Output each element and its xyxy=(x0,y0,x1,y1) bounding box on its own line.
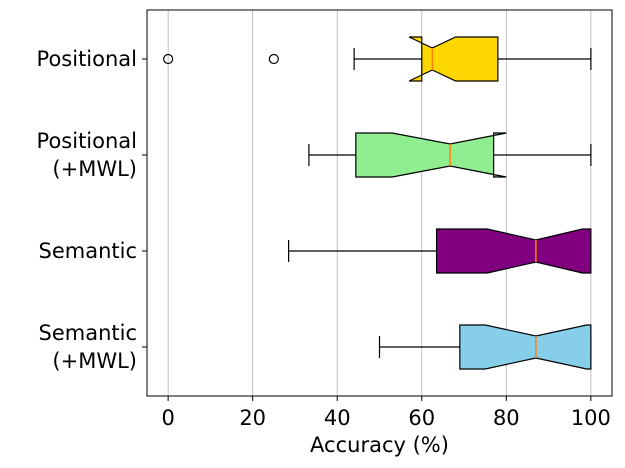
outlier-point xyxy=(268,53,279,65)
y-tick-label: (+MWL) xyxy=(52,157,137,181)
x-tick-label: 20 xyxy=(239,406,266,430)
box-body xyxy=(355,132,507,178)
y-tick-label: Semantic xyxy=(39,321,138,345)
x-tick-label: 40 xyxy=(324,406,351,430)
y-axis-ticks: Positional Positional (+MWL) Semantic Semant… xyxy=(37,47,147,373)
x-tick-label: 100 xyxy=(571,406,611,430)
box-series xyxy=(308,132,592,178)
box-series xyxy=(378,324,592,370)
x-tick-label: 80 xyxy=(493,406,520,430)
box-series xyxy=(288,228,592,274)
box-body xyxy=(459,324,592,370)
x-axis-label: Accuracy (%) xyxy=(310,433,449,457)
x-tick-label: 60 xyxy=(408,406,435,430)
outlier-point xyxy=(163,53,174,65)
y-tick-label: (+MWL) xyxy=(52,349,137,373)
x-axis-ticks: 0 20 40 60 80 100 xyxy=(161,396,611,430)
box-body xyxy=(435,228,592,274)
y-tick-label: Positional xyxy=(37,47,137,71)
plot-frame xyxy=(146,9,613,397)
y-tick-label: Positional xyxy=(37,129,137,153)
box-body xyxy=(408,36,499,82)
box-series xyxy=(163,36,592,82)
boxes xyxy=(163,36,592,370)
x-tick-label: 0 xyxy=(161,406,174,430)
y-tick-label: Semantic xyxy=(39,239,138,263)
